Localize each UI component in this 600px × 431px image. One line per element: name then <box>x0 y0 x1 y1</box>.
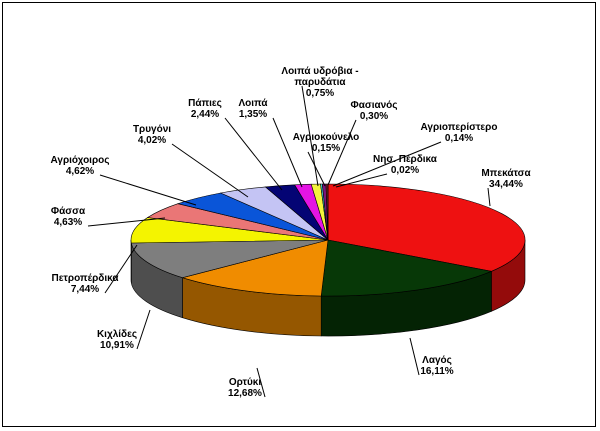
leader-line <box>104 244 138 294</box>
slice-label-name: Αγριοπερίστερο <box>421 122 498 133</box>
slice-label-value: 10,91% <box>100 340 134 351</box>
pie-tops <box>130 183 526 297</box>
leader-line <box>409 337 420 376</box>
slice-label-name: Μπεκάτσα <box>481 168 531 179</box>
slice-label-name: παρυδάτια <box>294 77 346 88</box>
slice-label-value: 4,63% <box>54 217 82 228</box>
slice-label-value: 4,02% <box>138 135 166 146</box>
leader-line <box>272 117 303 188</box>
slice-label-name: Πάπιες <box>188 98 222 109</box>
slice-label-value: 7,44% <box>71 284 99 295</box>
leader-lines <box>87 85 491 398</box>
slice-label-name: Λαγός <box>422 355 452 366</box>
pie-slice <box>320 239 493 297</box>
slice-label-value: 4,62% <box>66 166 94 177</box>
leader-line <box>99 174 197 206</box>
slice-label-value: 12,68% <box>228 388 262 399</box>
pie-slice <box>327 183 526 272</box>
leader-line <box>332 141 442 187</box>
slice-label-name: Ορτύκι <box>229 377 262 388</box>
slice-label-name: Πετροπέρδικα <box>51 273 119 284</box>
slice-label-name: Φασιανός <box>351 100 398 111</box>
leader-line <box>327 119 357 186</box>
leader-line <box>335 173 388 188</box>
slice-label-name: Τρυγόνι <box>133 124 171 135</box>
slice-label-name: Κιχλίδες <box>97 329 137 340</box>
leader-line <box>224 117 283 191</box>
slice-label-name: Λοιπά <box>238 98 268 109</box>
slice-label-name: Αγριοκούνελο <box>293 132 360 143</box>
slice-label-value: 0,30% <box>360 111 388 122</box>
pie-sides <box>130 239 526 337</box>
slice-label-value: 1,35% <box>239 109 267 120</box>
slice-label-value: 34,44% <box>489 179 523 190</box>
slice-label-value: 16,11% <box>420 366 453 377</box>
leader-line <box>301 85 319 187</box>
slice-label-value: 2,44% <box>191 109 219 120</box>
leader-line <box>307 151 326 187</box>
pie-slice <box>130 239 329 279</box>
slice-label-name: Φάσσα <box>51 206 86 217</box>
pie-slice <box>181 239 329 297</box>
slice-label-value: 0,15% <box>312 143 340 154</box>
leader-line <box>487 187 491 207</box>
slice-label-value: 0,14% <box>445 133 473 144</box>
slice-label-value: 0,75% <box>306 88 334 99</box>
leader-line <box>136 309 151 350</box>
slice-label-name: Λοιπά υδρόβια - <box>281 66 358 77</box>
leader-line <box>87 217 166 227</box>
slice-label-name: Αγριόχοιρος <box>51 155 110 166</box>
leader-line <box>256 367 266 398</box>
slice-label-name: Νησ. Πέρδικα <box>373 154 438 165</box>
slice-label-value: 0,02% <box>391 165 419 176</box>
leader-line <box>171 143 249 198</box>
